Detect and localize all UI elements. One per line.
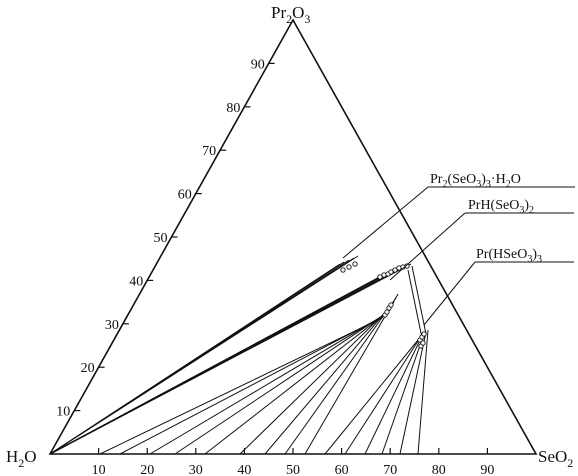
tie-line (264, 301, 395, 455)
phase-point (340, 267, 346, 273)
phase-point (420, 340, 426, 346)
tie-line (49, 263, 412, 455)
phase-leader (342, 186, 429, 259)
phase-leader (389, 212, 466, 281)
triangle-outline (48, 18, 538, 455)
phase-labels: Pr2(SeO3)3·H2O PrH(SeO3)2 Pr(HSeO3)3 (430, 172, 542, 265)
left-tick-label: 60 (178, 188, 192, 203)
left-tick-label: 10 (56, 405, 70, 420)
tie-lines (49, 255, 429, 455)
tie-line (364, 335, 423, 455)
tie-line (344, 337, 421, 455)
bottom-tick-label: 10 (92, 463, 106, 476)
tie-line (417, 329, 429, 455)
tie-line (381, 333, 425, 455)
left-tick-label: 70 (202, 144, 216, 159)
left-tick-label: 30 (105, 318, 119, 333)
left-tick-label: 80 (226, 101, 240, 116)
phase-point (388, 269, 394, 275)
phase-point (384, 309, 390, 315)
tie-line (99, 317, 383, 455)
tie-line (304, 293, 399, 455)
phase-label: Pr(HSeO3)3 (476, 247, 542, 265)
phase-point (377, 274, 383, 280)
phase-point (346, 264, 352, 270)
phase-leader-lines (342, 186, 575, 326)
phase-point (352, 261, 358, 267)
bottom-tick-label: 80 (432, 463, 446, 476)
bottom-tick-label: 40 (237, 463, 251, 476)
phase-leader (423, 261, 476, 326)
phase-point (404, 263, 410, 269)
bottom-tick-label: 50 (286, 463, 300, 476)
left-tick-label: 20 (81, 361, 95, 376)
vertex-label-top: Pr2O3 (271, 3, 310, 26)
phase-point (421, 331, 427, 337)
bottom-tick-label: 30 (189, 463, 203, 476)
left-axis: 10 20 30 40 50 60 70 80 90 (56, 57, 275, 420)
tie-line (407, 269, 423, 339)
tie-line (149, 313, 387, 455)
phase-label: PrH(SeO3)2 (468, 198, 534, 216)
phase-label: Pr2(SeO3)3·H2O (430, 172, 521, 190)
bottom-tick-label: 60 (335, 463, 349, 476)
tie-line (284, 297, 397, 455)
bottom-tick-label: 70 (383, 463, 397, 476)
tie-line (119, 315, 385, 455)
bottom-tick-label: 90 (480, 463, 494, 476)
phase-point (392, 267, 398, 273)
left-tick-label: 90 (251, 57, 265, 72)
tie-line (411, 265, 427, 335)
tie-line (324, 339, 419, 455)
bottom-tick-label: 20 (140, 463, 154, 476)
vertex-label-left: H2O (6, 447, 37, 470)
tie-line (399, 331, 427, 455)
left-tick-label: 50 (154, 231, 168, 246)
phase-markers (340, 261, 427, 349)
left-tick-label: 40 (129, 274, 143, 289)
tie-line (239, 305, 393, 455)
tie-line (174, 311, 389, 455)
bottom-axis: 10 20 30 40 50 60 70 80 90 (92, 448, 494, 476)
vertex-label-right: SeO2 (538, 447, 573, 470)
tie-line (49, 255, 359, 455)
tie-line (204, 309, 391, 455)
phase-point (388, 302, 394, 308)
